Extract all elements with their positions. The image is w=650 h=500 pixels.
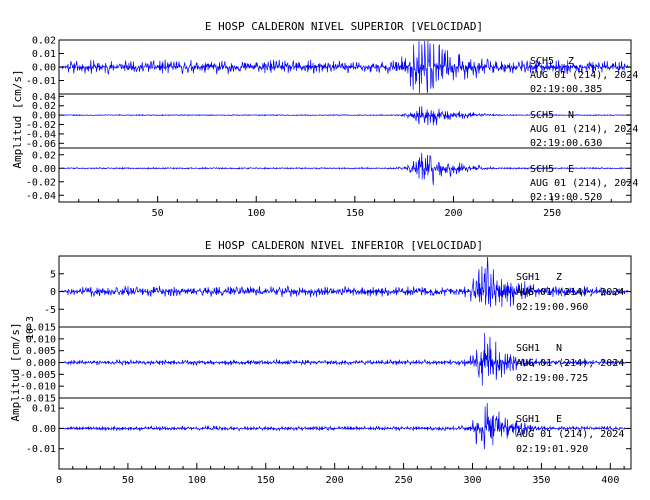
upper-channel-e-time: 02:19:00.520 bbox=[530, 192, 602, 203]
lower-channel-z-ytick-label: -5 bbox=[44, 305, 56, 316]
lower-xtick-label: 150 bbox=[257, 475, 275, 486]
upper-channel-z-ytick-label: -0.01 bbox=[26, 76, 56, 87]
upper-channel-n-time: 02:19:00.630 bbox=[530, 138, 602, 149]
lower-channel-n-time: 02:19:00.725 bbox=[516, 373, 588, 384]
lower-channel-e-ytick-label: 0.01 bbox=[32, 404, 56, 415]
upper-channel-z-ytick-label: 0.02 bbox=[32, 36, 56, 47]
upper-channel-n-ytick-label: 0.02 bbox=[32, 101, 56, 112]
lower-channel-n-ytick-label: 0.015 bbox=[26, 323, 56, 334]
lower-channel-e-waveform bbox=[59, 402, 632, 450]
upper-x-axis: 50 100 150 200 250 bbox=[78, 196, 632, 219]
lower-channel-z-ytick-labels: -5 0 5 bbox=[44, 269, 631, 316]
lower-channel-e-time: 02:19:01.920 bbox=[516, 444, 588, 455]
lower-channel-z-time: 02:19:00.960 bbox=[516, 302, 588, 313]
upper-xtick-label: 250 bbox=[543, 208, 561, 219]
upper-channel-e-component: E bbox=[568, 164, 574, 175]
upper-channel-n-ytick-label: -0.02 bbox=[26, 120, 56, 131]
lower-xtick-label: 250 bbox=[395, 475, 413, 486]
lower-channel-z-waveform bbox=[58, 256, 632, 308]
lower-channel-z-scale-label: 10-3 bbox=[25, 316, 36, 340]
upper-channel-z-station: SCH5 bbox=[530, 56, 554, 67]
lower-channel-n-date: AUG 01 (214), 2024 bbox=[516, 358, 624, 369]
lower-channel-n-station: SGH1 bbox=[516, 343, 540, 354]
lower-channel-e-frame bbox=[58, 397, 632, 470]
lower-panel-ylabel: Amplitud [cm/s] bbox=[9, 322, 22, 421]
upper-channel-e-ytick-label: -0.04 bbox=[26, 191, 56, 202]
lower-xtick-label: 50 bbox=[122, 475, 134, 486]
upper-channel-n-station: SCH5 bbox=[530, 110, 554, 121]
lower-xtick-label: 400 bbox=[601, 475, 619, 486]
lower-channel-n-ytick-label: -0.015 bbox=[20, 394, 56, 405]
lower-channel-z-date: AUG 01 (214), 2024 bbox=[516, 287, 624, 298]
lower-xtick-label: 300 bbox=[463, 475, 481, 486]
lower-channel-z-ytick-label: 5 bbox=[50, 269, 56, 280]
lower-channel-n-component: N bbox=[556, 343, 562, 354]
upper-channel-n: -0.06-0.04-0.020.000.020.04 SCH5 N AUG 0… bbox=[26, 92, 638, 150]
upper-channel-e-station: SCH5 bbox=[530, 164, 554, 175]
upper-panel-ylabel: Amplitud [cm/s] bbox=[11, 69, 24, 168]
upper-xtick-label: 100 bbox=[247, 208, 265, 219]
lower-channel-z-component: Z bbox=[556, 272, 562, 283]
upper-channel-z-date: AUG 01 (214), 2024 bbox=[530, 70, 638, 81]
upper-xtick-label: 200 bbox=[444, 208, 462, 219]
lower-channel-e-component: E bbox=[556, 414, 562, 425]
upper-channel-n-date: AUG 01 (214), 2024 bbox=[530, 124, 638, 135]
upper-channel-e-frame bbox=[58, 147, 632, 203]
upper-channel-e: -0.04 -0.02 0.00 0.02 SCH5 E AUG 01 (214), … bbox=[26, 147, 638, 203]
lower-channel-e-station: SGH1 bbox=[516, 414, 540, 425]
lower-channel-n-ytick-label: 0.000 bbox=[26, 358, 56, 369]
lower-channel-z-station: SGH1 bbox=[516, 272, 540, 283]
upper-channel-e-ytick-label: 0.02 bbox=[32, 150, 56, 161]
upper-channel-e-ytick-label: 0.00 bbox=[32, 164, 56, 175]
upper-channel-e-ytick-labels: -0.04 -0.02 0.00 0.02 bbox=[26, 150, 631, 202]
lower-channel-n-ytick-label: -0.010 bbox=[20, 382, 56, 393]
lower-channel-e-date: AUG 01 (214), 2024 bbox=[516, 429, 624, 440]
upper-channel-z: -0.01 0.00 0.01 0.02 SCH5 Z AUG 01 (214), 2… bbox=[26, 36, 638, 96]
upper-panel-title: E HOSP CALDERON NIVEL SUPERIOR [VELOCIDA… bbox=[205, 20, 483, 33]
upper-channel-z-waveform bbox=[58, 40, 632, 94]
upper-channel-e-date: AUG 01 (214), 2024 bbox=[530, 178, 638, 189]
upper-channel-n-ytick-label: -0.06 bbox=[26, 139, 56, 150]
upper-channel-n-component: N bbox=[568, 110, 574, 121]
upper-channel-z-time: 02:19:00.385 bbox=[530, 84, 602, 95]
lower-xtick-label: 0 bbox=[56, 475, 62, 486]
lower-channel-e-ytick-labels: -0.01 0.00 0.01 bbox=[26, 404, 631, 455]
lower-x-axis: 0 50 100 150 200 250 300 350 400 bbox=[56, 463, 625, 486]
lower-channel-z-ytick-label: 0 bbox=[50, 287, 56, 298]
upper-channel-z-component: Z bbox=[568, 56, 574, 67]
upper-channel-z-ytick-labels: -0.01 0.00 0.01 0.02 bbox=[26, 36, 631, 87]
upper-xtick-label: 50 bbox=[152, 208, 164, 219]
upper-channel-e-ytick-label: -0.02 bbox=[26, 177, 56, 188]
upper-channel-n-ytick-labels: -0.06-0.04-0.020.000.020.04 bbox=[26, 92, 631, 150]
upper-channel-n-ytick-label: 0.04 bbox=[32, 92, 56, 103]
upper-xtick-label: 150 bbox=[346, 208, 364, 219]
lower-channel-e: -0.010.000.01 SGH1 E AUG 01 (214), 2024 … bbox=[26, 397, 632, 470]
lower-xtick-label: 200 bbox=[326, 475, 344, 486]
upper-channel-n-ytick-label: -0.04 bbox=[26, 129, 56, 140]
lower-channel-n-ytick-label: 0.010 bbox=[26, 334, 56, 345]
upper-channel-n-ytick-label: 0.00 bbox=[32, 111, 56, 122]
upper-channel-n-waveform bbox=[59, 106, 631, 126]
lower-channel-z: -5 0 5 10-3 SGH1 Z AUG 01 (214), 2024 02:1… bbox=[25, 255, 632, 340]
lower-channel-n-waveform bbox=[59, 332, 632, 386]
lower-xtick-label: 100 bbox=[188, 475, 206, 486]
lower-channel-e-ytick-label: -0.01 bbox=[26, 444, 56, 455]
lower-panel-title: E HOSP CALDERON NIVEL INFERIOR [VELOCIDA… bbox=[205, 239, 483, 252]
lower-channel-e-ytick-label: 0.00 bbox=[32, 424, 56, 435]
lower-channel-n-ytick-label: -0.005 bbox=[20, 370, 56, 381]
upper-channel-z-ytick-label: 0.00 bbox=[32, 63, 56, 74]
upper-channel-e-waveform bbox=[58, 152, 631, 186]
upper-channel-z-ytick-label: 0.01 bbox=[32, 49, 56, 60]
lower-channel-n-ytick-label: 0.005 bbox=[26, 346, 56, 357]
lower-xtick-label: 350 bbox=[532, 475, 550, 486]
